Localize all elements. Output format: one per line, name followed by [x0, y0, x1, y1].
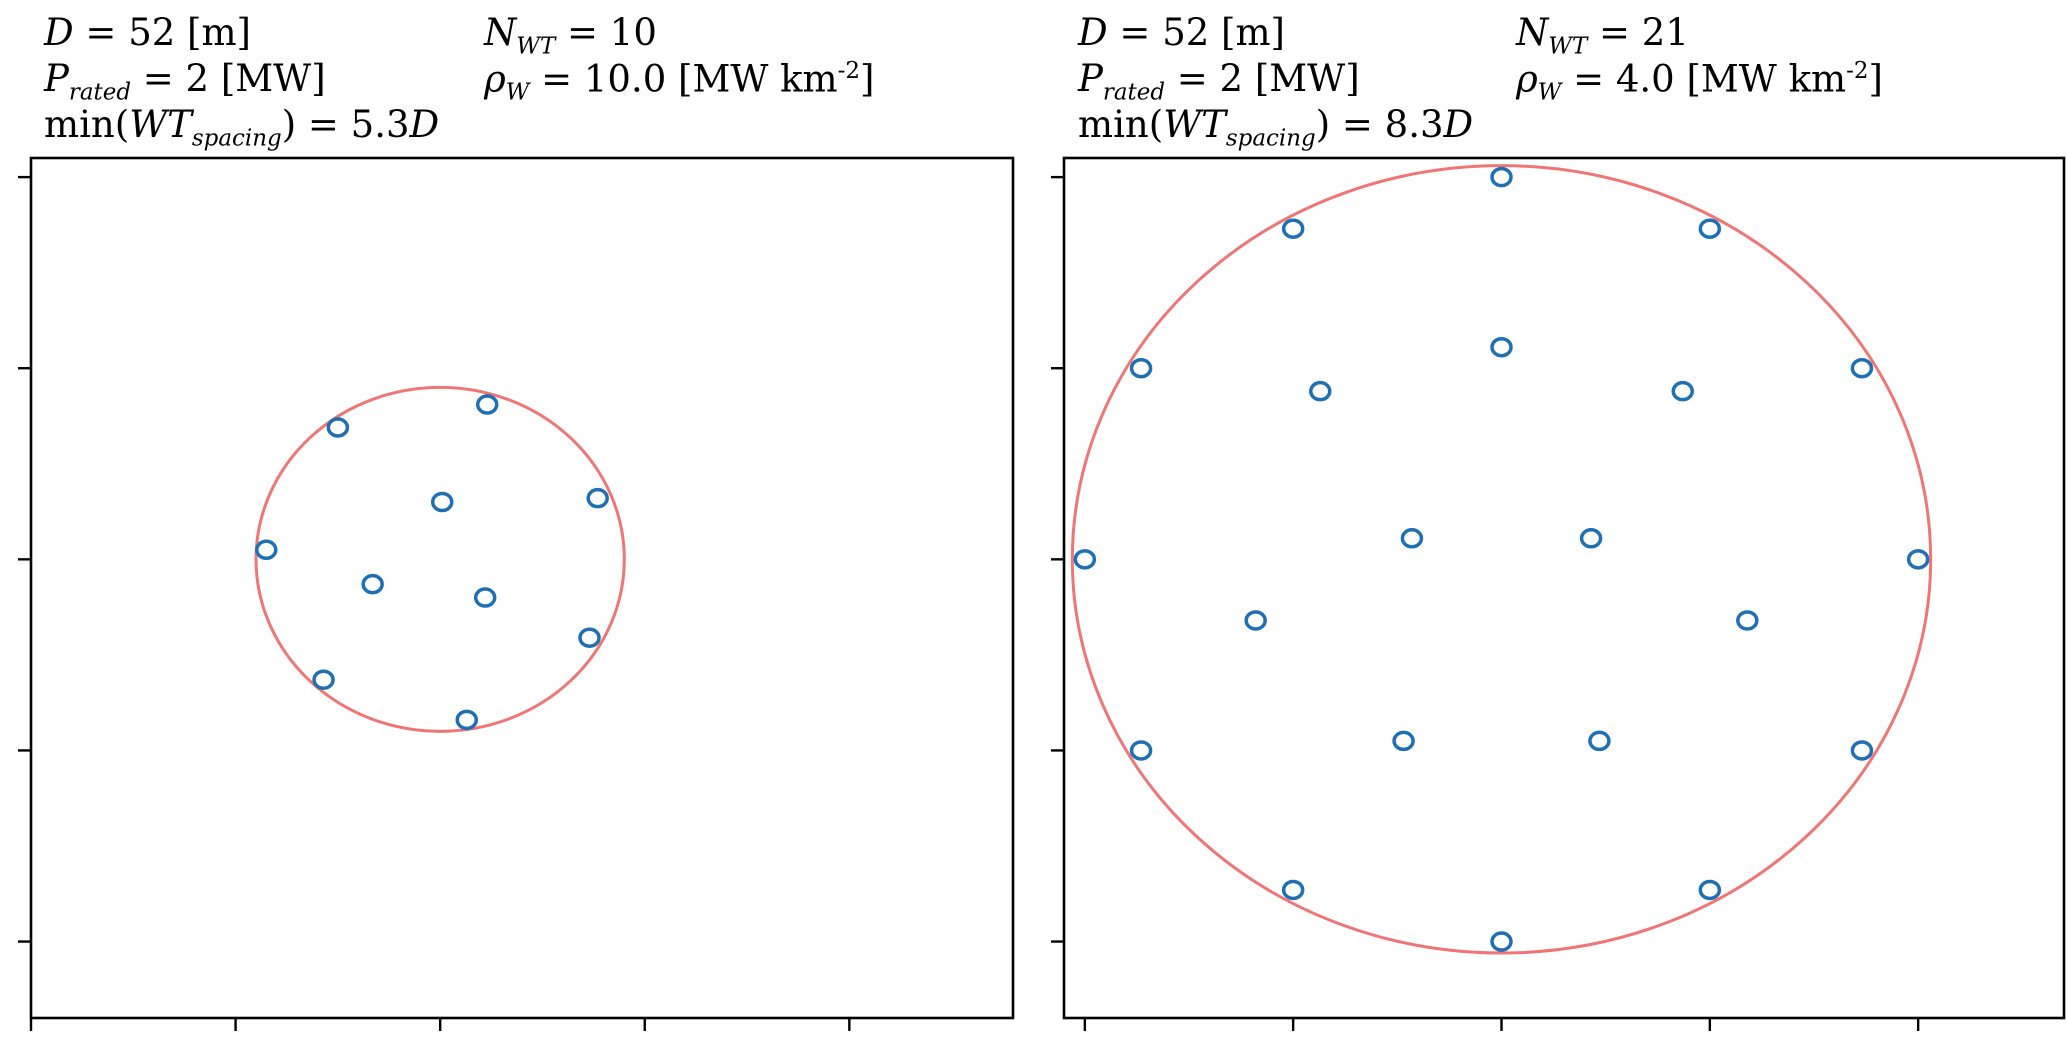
turbine-marker — [1906, 549, 1930, 570]
turbine-count-label: NWT = 21 — [1516, 11, 1689, 60]
site-boundary-circle — [1070, 164, 1933, 955]
turbine-marker — [1309, 380, 1332, 402]
turbine-marker — [361, 573, 384, 595]
power-density-label: ρW = 4.0 [MW km-2] — [1516, 57, 1883, 106]
turbine-marker — [1736, 610, 1759, 631]
turbine-marker — [1850, 357, 1874, 379]
turbine-marker — [1244, 610, 1267, 631]
turbine-marker — [1490, 931, 1513, 952]
turbine-marker — [578, 627, 601, 648]
turbine-marker — [1281, 879, 1305, 901]
turbine-marker — [455, 709, 479, 731]
left-plot — [18, 156, 1015, 1031]
right-panel: D = 52 [m] NWT = 21 Prated = 2 [MW] ρW =… — [1034, 0, 2067, 1050]
turbine-marker — [430, 491, 454, 513]
rated-power-label: Prated = 2 [MW] — [1078, 57, 1360, 106]
turbine-marker — [1281, 218, 1305, 239]
plot-frame — [1062, 156, 2066, 1020]
diameter-label: D = 52 [m] — [44, 11, 251, 54]
turbine-marker — [1850, 740, 1874, 761]
turbine-marker — [1129, 740, 1153, 761]
site-boundary-circle — [254, 385, 626, 733]
turbine-marker — [312, 669, 335, 690]
turbine-marker — [326, 417, 350, 438]
turbine-marker — [255, 539, 278, 561]
left-panel: D = 52 [m] NWT = 10 Prated = 2 [MW] ρW =… — [0, 0, 1030, 1050]
turbine-marker — [1490, 336, 1513, 358]
turbine-marker — [1671, 380, 1694, 402]
turbine-marker — [1490, 166, 1513, 188]
min-spacing-label: min(WTspacing) = 8.3D — [1078, 103, 1474, 152]
plot-frame — [29, 156, 1015, 1020]
turbine-marker — [586, 487, 609, 509]
turbine-count-label: NWT = 10 — [484, 11, 657, 60]
turbine-marker — [1073, 549, 1097, 570]
min-spacing-label: min(WTspacing) = 5.3D — [44, 103, 440, 152]
diameter-label: D = 52 [m] — [1078, 11, 1285, 54]
turbine-marker — [1392, 730, 1415, 752]
power-density-label: ρW = 10.0 [MW km-2] — [484, 57, 875, 106]
turbine-marker — [1400, 528, 1424, 549]
turbine-marker — [1698, 879, 1722, 901]
turbine-marker — [1698, 218, 1722, 239]
rated-power-label: Prated = 2 [MW] — [44, 57, 326, 106]
turbine-marker — [1129, 357, 1153, 379]
turbine-marker — [473, 587, 497, 608]
turbine-marker — [475, 394, 499, 415]
right-plot — [1051, 156, 2066, 1031]
turbine-marker — [1588, 730, 1611, 752]
turbine-marker — [1579, 528, 1603, 549]
